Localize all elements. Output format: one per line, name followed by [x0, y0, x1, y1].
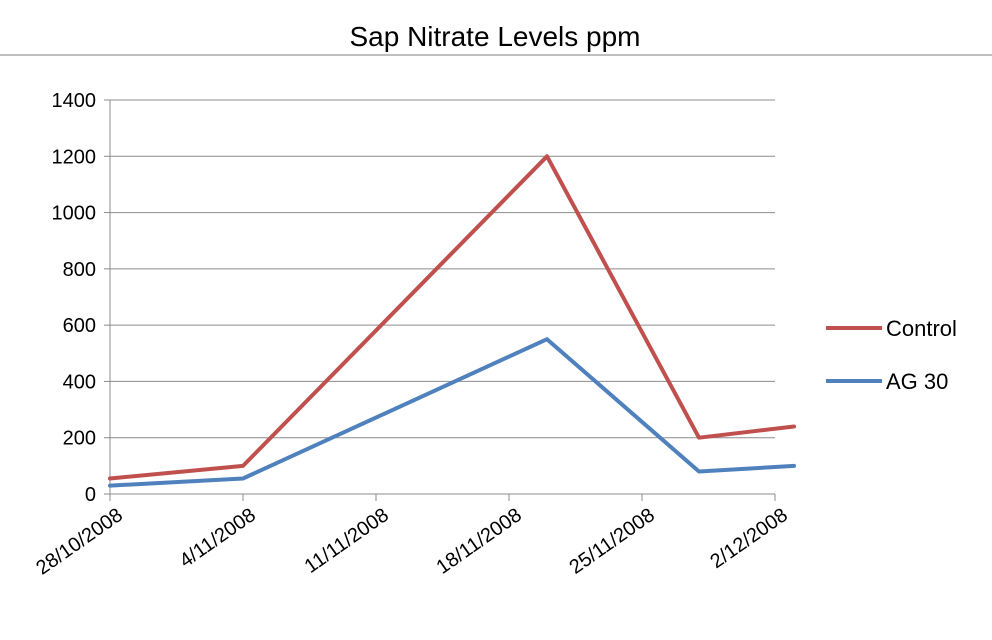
series-line-control — [108, 154, 796, 481]
legend-label: AG 30 — [886, 369, 948, 394]
y-tick-label: 0 — [85, 484, 96, 506]
legend: Control AG 30 — [826, 316, 957, 394]
y-tick-label: 400 — [63, 371, 96, 393]
x-tick-label: 2/12/2008 — [706, 504, 792, 573]
y-tick-label: 1400 — [52, 90, 97, 112]
gridlines — [110, 99, 775, 439]
x-tick-label: 11/11/2008 — [301, 504, 393, 578]
x-tick-label: 25/11/2008 — [565, 504, 658, 579]
x-tick-label: 4/11/2008 — [176, 504, 260, 572]
axes: 0 200 400 600 800 1000 1200 1400 28/10/2008 4/11/… — [32, 90, 792, 580]
x-tick-label: 28/10/2008 — [32, 504, 127, 579]
series-lines — [108, 154, 796, 488]
y-tick-label: 200 — [63, 428, 96, 450]
y-tick-label: 800 — [63, 259, 96, 281]
series-line-ag-30 — [108, 337, 796, 488]
chart-title: Sap Nitrate Levels ppm — [349, 21, 640, 52]
legend-label: Control — [886, 316, 957, 341]
y-tick-label: 1000 — [52, 203, 97, 225]
y-tick-label: 600 — [63, 315, 96, 337]
x-tick-label: 18/11/2008 — [432, 504, 525, 579]
y-tick-label: 1200 — [52, 146, 97, 168]
